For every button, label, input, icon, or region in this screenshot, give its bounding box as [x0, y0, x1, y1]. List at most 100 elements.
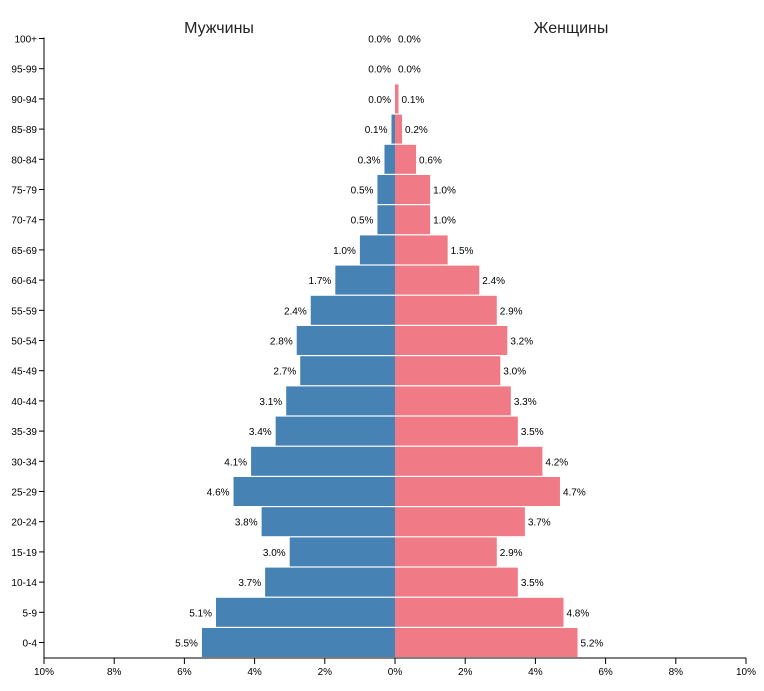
label-male-55-59: 2.4% [284, 306, 307, 317]
bar-male-0-4 [201, 628, 395, 657]
label-female-25-29: 4.7% [563, 488, 586, 499]
y-tick-label: 20-24 [11, 518, 37, 529]
y-tick-label: 40-44 [11, 397, 37, 408]
x-tick-label: 4% [528, 667, 543, 678]
left-title: Мужчины [184, 20, 254, 37]
label-female-60-64: 2.4% [482, 276, 505, 287]
bar-female-85-89 [395, 114, 403, 144]
bar-female-65-69 [395, 235, 448, 265]
bar-male-15-19 [289, 537, 395, 567]
label-female-15-19: 2.9% [500, 548, 523, 559]
label-female-5-9: 4.8% [566, 608, 589, 619]
label-male-100+: 0.0% [368, 35, 391, 46]
y-tick-label: 0-4 [23, 639, 38, 650]
bar-male-75-79 [377, 175, 395, 204]
label-female-35-39: 3.5% [521, 427, 544, 438]
y-tick-label: 30-34 [11, 457, 37, 468]
bar-female-15-19 [395, 537, 497, 567]
bar-male-30-34 [251, 446, 395, 476]
x-tick-label: 2% [318, 667, 333, 678]
x-axis: 10% 8% 6% 4% 2% 0% 2% 4% 6% 8% 10% [34, 657, 756, 678]
label-male-90-94: 0.0% [368, 95, 391, 106]
bar-female-75-79 [395, 175, 431, 204]
label-male-25-29: 4.6% [207, 488, 230, 499]
label-male-0-4: 5.5% [175, 639, 198, 650]
x-tick-label: 4% [247, 667, 262, 678]
x-tick-label: 6% [598, 667, 613, 678]
bar-female-10-14 [395, 567, 518, 597]
y-tick-label: 35-39 [11, 427, 37, 438]
label-male-10-14: 3.7% [238, 578, 261, 589]
label-male-50-54: 2.8% [270, 337, 293, 348]
label-female-85-89: 0.2% [405, 125, 428, 136]
bar-male-50-54 [296, 326, 395, 355]
bar-male-5-9 [215, 597, 395, 627]
label-female-90-94: 0.1% [402, 95, 425, 106]
label-male-45-49: 2.7% [273, 367, 296, 378]
bar-female-55-59 [395, 295, 497, 325]
label-male-85-89: 0.1% [365, 125, 388, 136]
y-tick-label: 100+ [14, 35, 37, 46]
bar-male-25-29 [233, 477, 395, 506]
label-male-35-39: 3.4% [249, 427, 272, 438]
bar-male-45-49 [300, 356, 395, 386]
y-tick-label: 90-94 [11, 95, 37, 106]
bar-female-70-74 [395, 205, 431, 235]
bar-female-90-94 [395, 84, 399, 114]
y-tick-label: 50-54 [11, 337, 37, 348]
label-female-100+: 0.0% [398, 35, 421, 46]
label-female-65-69: 1.5% [451, 246, 474, 257]
x-tick-label: 8% [669, 667, 684, 678]
label-female-20-24: 3.7% [528, 518, 551, 529]
label-female-50-54: 3.2% [510, 337, 533, 348]
label-female-70-74: 1.0% [433, 216, 456, 227]
y-tick-label: 10-14 [11, 578, 37, 589]
label-male-5-9: 5.1% [189, 608, 212, 619]
y-tick-label: 70-74 [11, 216, 37, 227]
label-male-65-69: 1.0% [333, 246, 356, 257]
bar-male-20-24 [261, 507, 395, 537]
label-female-75-79: 1.0% [433, 186, 456, 197]
x-tick-label: 8% [107, 667, 122, 678]
y-tick-label: 65-69 [11, 246, 37, 257]
label-male-95-99: 0.0% [368, 65, 391, 76]
y-tick-label: 80-84 [11, 155, 37, 166]
label-female-40-44: 3.3% [514, 397, 537, 408]
x-tick-label: 0% [388, 667, 403, 678]
bar-female-35-39 [395, 416, 518, 446]
bar-male-40-44 [286, 386, 395, 416]
bar-male-10-14 [265, 567, 395, 597]
bar-female-60-64 [395, 265, 480, 295]
x-tick-label: 10% [34, 667, 54, 678]
bar-male-60-64 [335, 265, 395, 295]
label-male-20-24: 3.8% [235, 518, 258, 529]
label-female-0-4: 5.2% [581, 639, 604, 650]
label-female-55-59: 2.9% [500, 306, 523, 317]
right-title: Женщины [534, 20, 609, 37]
bar-female-80-84 [395, 144, 417, 174]
label-female-95-99: 0.0% [398, 65, 421, 76]
y-tick-label: 75-79 [11, 186, 37, 197]
y-tick-label: 25-29 [11, 488, 37, 499]
y-tick-label: 45-49 [11, 367, 37, 378]
bar-male-70-74 [377, 205, 395, 235]
bar-female-40-44 [395, 386, 511, 416]
y-tick-label: 5-9 [23, 608, 38, 619]
label-female-30-34: 4.2% [545, 457, 568, 468]
label-male-30-34: 4.1% [224, 457, 247, 468]
bar-female-30-34 [395, 446, 543, 476]
y-tick-label: 15-19 [11, 548, 37, 559]
y-tick-label: 95-99 [11, 65, 37, 76]
bar-female-5-9 [395, 597, 564, 627]
label-male-15-19: 3.0% [263, 548, 286, 559]
bar-female-25-29 [395, 477, 560, 506]
data-labels-group: 5.5% 5.2% 5.1% 4.8% 3.7% 3.5% 3.0% 2.9% 3.8% 3.7%… [175, 35, 603, 650]
label-female-10-14: 3.5% [521, 578, 544, 589]
bar-female-50-54 [395, 326, 508, 355]
label-female-45-49: 3.0% [503, 367, 526, 378]
bar-female-45-49 [395, 356, 501, 386]
x-tick-label: 2% [458, 667, 473, 678]
label-female-80-84: 0.6% [419, 155, 442, 166]
bar-male-35-39 [275, 416, 395, 446]
